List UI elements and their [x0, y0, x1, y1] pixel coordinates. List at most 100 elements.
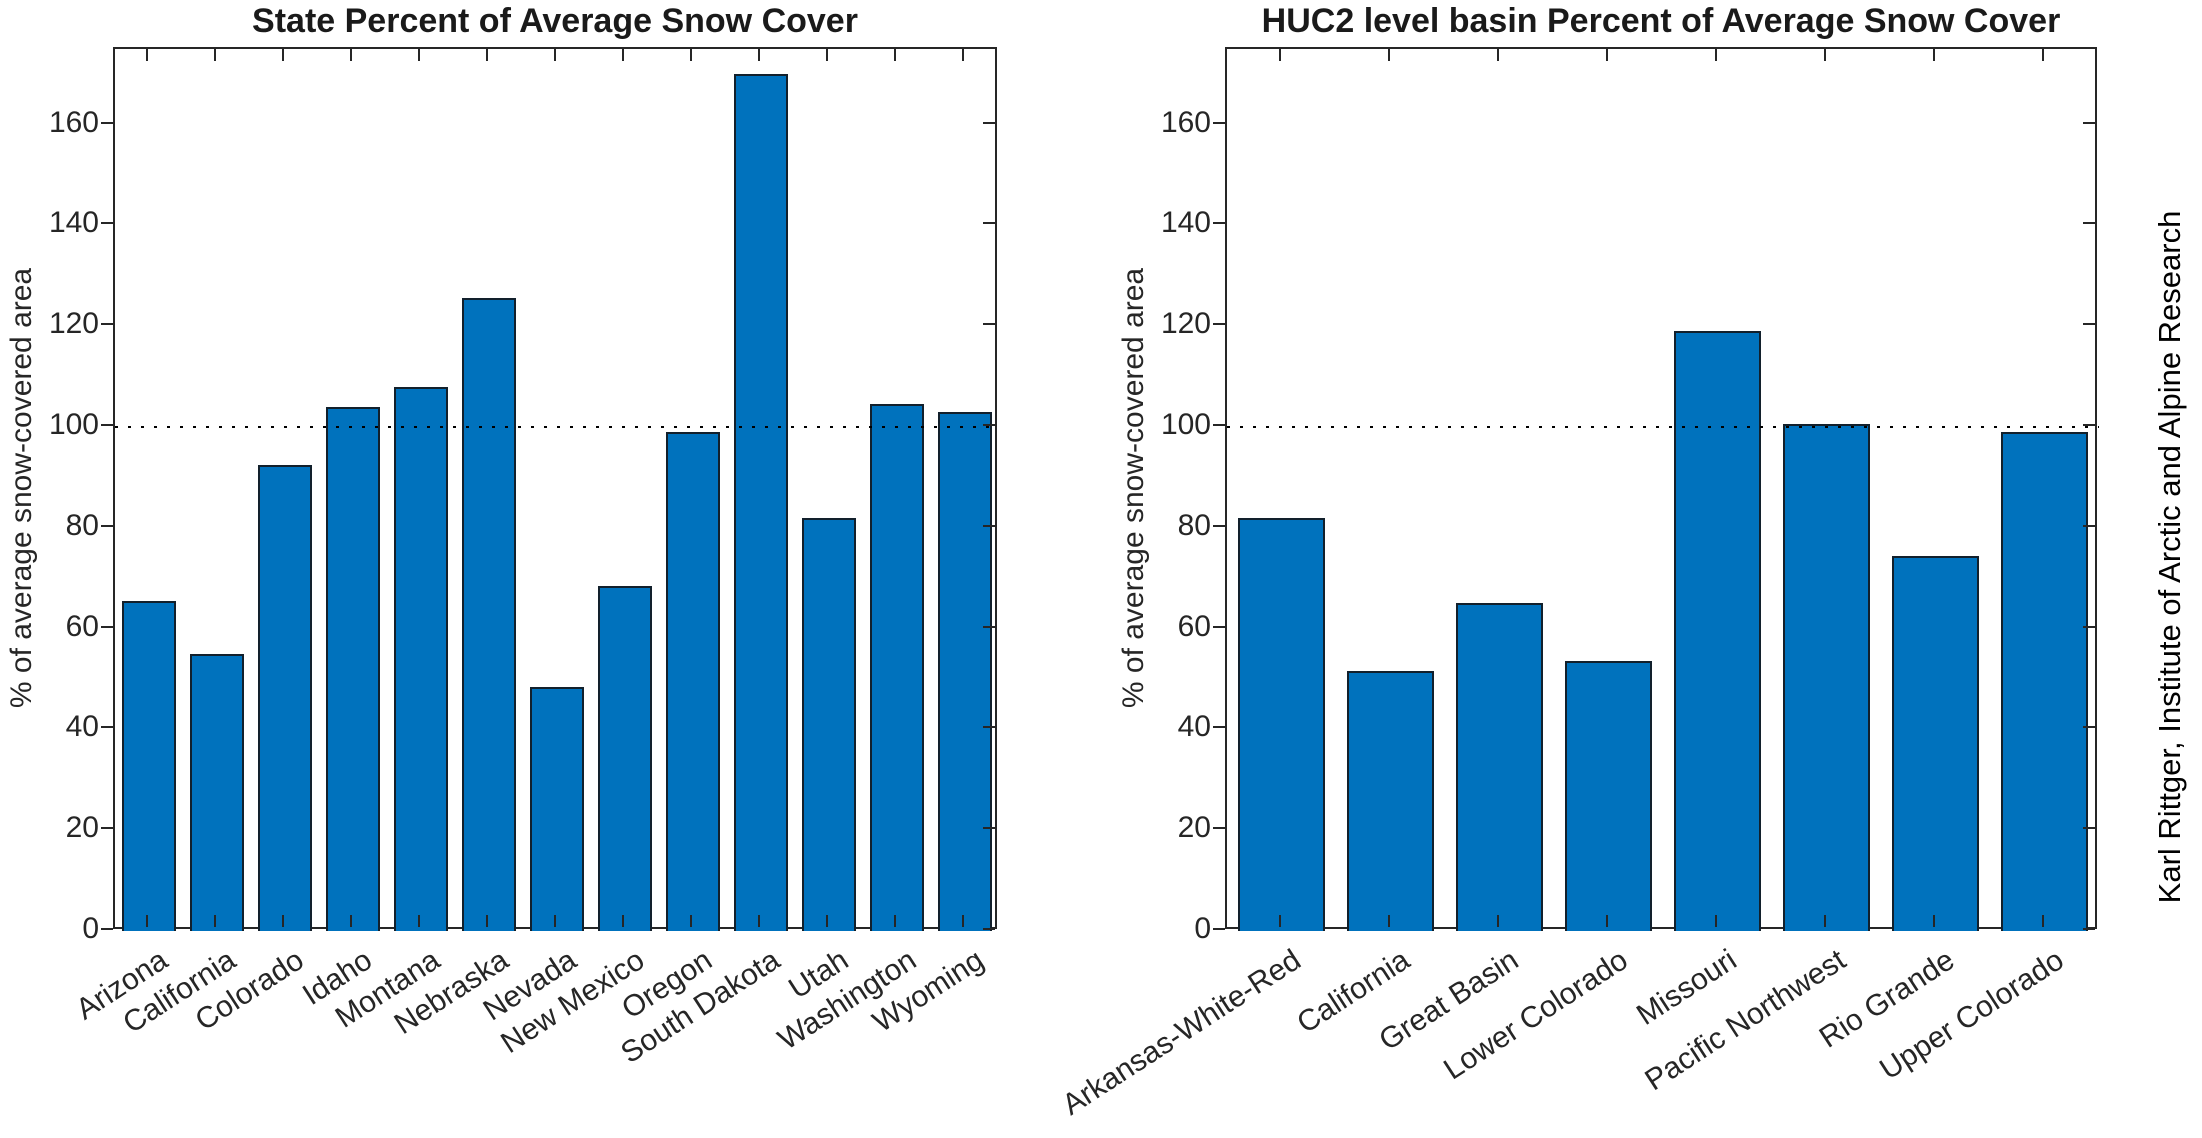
x-tick-mark — [282, 915, 284, 927]
y-tick-mark — [1213, 625, 1225, 628]
bar-rio-grande — [1891, 555, 1980, 931]
bar-washington — [869, 404, 925, 931]
y-tick-mark — [1213, 726, 1225, 729]
y-tick-mark-right — [983, 625, 995, 628]
x-tick-mark-top — [2041, 49, 2044, 61]
huc2-chart-title: HUC2 level basin Percent of Average Snow… — [1261, 2, 2061, 40]
x-tick-label: Lower Colorado — [1437, 943, 1634, 1087]
y-tick-mark-right — [983, 928, 995, 930]
y-tick-label: 120 — [1160, 307, 1211, 341]
y-tick-mark-right — [2083, 928, 2095, 930]
bar-missouri — [1673, 331, 1762, 931]
y-tick-mark-right — [983, 121, 995, 124]
x-tick-mark-top — [418, 49, 420, 61]
bar-upper-colorado — [2000, 432, 2089, 931]
bar-nebraska — [461, 298, 517, 931]
y-tick-mark — [101, 524, 113, 527]
y-tick-label: 140 — [1160, 206, 1211, 240]
y-tick-label: 20 — [65, 811, 99, 845]
x-tick-mark-top — [758, 49, 760, 61]
y-tick-mark-right — [983, 524, 995, 527]
y-tick-label: 100 — [1160, 408, 1211, 441]
bar-arizona — [121, 600, 177, 931]
bar-arkansas-white-red — [1237, 517, 1326, 931]
x-tick-mark — [146, 915, 148, 927]
y-tick-mark — [101, 928, 113, 930]
x-tick-mark — [1932, 915, 1935, 927]
x-tick-mark-top — [1932, 49, 1935, 61]
y-tick-mark-right — [983, 827, 995, 830]
y-tick-mark-right — [983, 222, 995, 225]
x-tick-mark-top — [1387, 49, 1390, 61]
bar-california — [189, 653, 245, 931]
x-tick-mark — [1278, 915, 1281, 927]
x-tick-label: Upper Colorado — [1873, 943, 2070, 1087]
y-tick-label: 0 — [1194, 912, 1211, 945]
y-tick-mark — [101, 827, 113, 830]
x-tick-mark — [962, 915, 964, 927]
bar-pacific-northwest — [1782, 424, 1871, 931]
bar-oregon — [665, 432, 721, 931]
y-tick-mark — [1213, 424, 1225, 426]
bar-colorado — [257, 464, 313, 931]
x-tick-mark-top — [826, 49, 828, 61]
y-tick-mark — [1213, 524, 1225, 527]
bar-new-mexico — [597, 585, 653, 931]
huc2-plot-area — [1225, 47, 2099, 931]
y-tick-mark — [1213, 222, 1225, 225]
y-tick-label: 100 — [48, 408, 99, 441]
bar-wyoming — [937, 411, 993, 931]
x-tick-mark-top — [690, 49, 692, 61]
bar-south-dakota — [733, 74, 789, 931]
bar-california — [1346, 671, 1435, 931]
y-tick-mark-right — [983, 323, 995, 326]
y-tick-mark-right — [983, 424, 995, 426]
x-tick-mark-top — [486, 49, 488, 61]
x-tick-mark — [1496, 915, 1499, 927]
x-tick-mark-top — [554, 49, 556, 61]
y-tick-label: 160 — [1160, 105, 1211, 139]
y-tick-label: 120 — [48, 307, 99, 341]
x-tick-mark — [826, 915, 828, 927]
x-tick-label: Pacific Northwest — [1639, 943, 1852, 1098]
x-tick-mark-top — [894, 49, 896, 61]
y-tick-label: 60 — [1177, 609, 1211, 643]
y-tick-mark — [1213, 323, 1225, 326]
x-tick-mark-top — [1278, 49, 1281, 61]
y-tick-label: 140 — [48, 206, 99, 240]
y-tick-mark — [1213, 121, 1225, 124]
credit-text: Karl Rittger, Institute of Arctic and Al… — [2152, 210, 2187, 904]
y-tick-mark-right — [2083, 524, 2095, 527]
y-tick-mark-right — [2083, 726, 2095, 729]
bar-montana — [393, 386, 449, 931]
y-tick-mark — [101, 222, 113, 225]
y-tick-label: 80 — [65, 508, 99, 542]
y-tick-label: 60 — [65, 609, 99, 643]
x-tick-mark-top — [146, 49, 148, 61]
reference-line-100pct — [115, 426, 999, 428]
y-tick-label: 0 — [82, 912, 99, 945]
x-tick-mark — [554, 915, 556, 927]
y-tick-mark — [101, 726, 113, 729]
x-tick-mark — [622, 915, 624, 927]
y-tick-mark — [1213, 827, 1225, 830]
y-tick-mark — [101, 625, 113, 628]
x-tick-mark-top — [1714, 49, 1717, 61]
y-tick-mark-right — [2083, 323, 2095, 326]
y-tick-label: 80 — [1177, 508, 1211, 542]
y-tick-label: 40 — [65, 710, 99, 744]
y-tick-mark-right — [2083, 827, 2095, 830]
y-tick-label: 160 — [48, 105, 99, 139]
y-tick-mark — [101, 121, 113, 124]
y-tick-mark — [101, 424, 113, 426]
bar-lower-colorado — [1564, 661, 1653, 931]
y-tick-mark-right — [2083, 121, 2095, 124]
x-tick-mark-top — [282, 49, 284, 61]
x-tick-mark-top — [350, 49, 352, 61]
x-tick-mark — [418, 915, 420, 927]
state-plot-area — [113, 47, 999, 931]
reference-line-100pct — [1227, 426, 2099, 428]
y-tick-mark-right — [983, 726, 995, 729]
x-tick-mark-top — [1605, 49, 1608, 61]
